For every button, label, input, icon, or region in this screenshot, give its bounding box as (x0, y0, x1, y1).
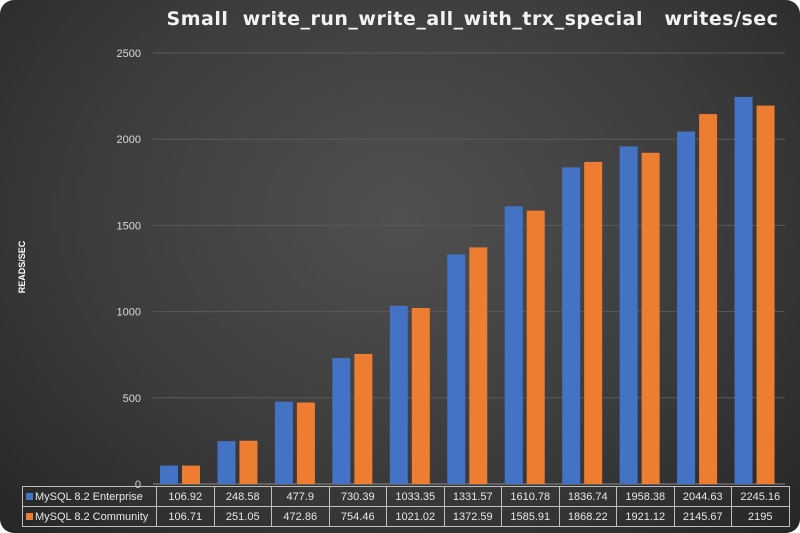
y-tick-label: 1000 (117, 307, 141, 319)
data-label: 1958.38 (616, 486, 675, 507)
bar-community (354, 353, 373, 484)
bar-community (469, 247, 488, 484)
data-label: 754.46 (328, 506, 387, 527)
data-label: 106.71 (156, 506, 215, 527)
bar-community (641, 152, 660, 485)
data-label: 1021.02 (386, 506, 445, 527)
data-label: 1331.57 (443, 486, 502, 507)
data-label: 2145.67 (673, 506, 732, 527)
table-row: MySQL 8.2 Community 106.71 251.05 472.86 754… (22, 506, 790, 527)
bar-enterprise (447, 254, 466, 484)
bar-community (182, 465, 200, 484)
data-label: 730.39 (328, 486, 387, 507)
y-tick-label: 2000 (117, 134, 141, 146)
bar-enterprise (504, 206, 523, 485)
bar-enterprise (217, 441, 236, 484)
data-table: MySQL 8.2 Enterprise 106.92 248.58 477.9 730… (22, 486, 790, 527)
bar-enterprise (160, 465, 178, 484)
bar-enterprise (619, 146, 638, 484)
bar-enterprise (562, 167, 581, 485)
legend-swatch (26, 492, 33, 500)
legend-cell: MySQL 8.2 Enterprise (22, 486, 157, 507)
data-label: 2195 (731, 506, 790, 527)
chart-title: Small write_run_write_all_with_trx_speci… (166, 8, 779, 30)
data-label: 472.86 (271, 506, 330, 527)
legend-label: MySQL 8.2 Enterprise (35, 490, 143, 503)
bar-enterprise (274, 401, 293, 484)
data-label: 1372.59 (443, 506, 502, 527)
bar-community (756, 105, 775, 484)
bar-enterprise (734, 96, 753, 484)
bar-community (239, 440, 258, 484)
data-label: 106.92 (156, 486, 215, 507)
data-label: 1033.35 (386, 486, 445, 507)
bar-community (526, 210, 545, 484)
data-label: 1585.91 (501, 506, 560, 527)
data-label: 1921.12 (616, 506, 675, 527)
legend-cell: MySQL 8.2 Community (22, 506, 157, 527)
data-label: 248.58 (213, 486, 272, 507)
data-label: 2044.63 (673, 486, 732, 507)
bar-enterprise (677, 131, 696, 484)
bar-community (699, 114, 718, 485)
data-label: 1836.74 (558, 486, 617, 507)
data-label: 1610.78 (501, 486, 560, 507)
y-tick-label: 500 (123, 393, 141, 405)
bar-enterprise (389, 305, 408, 484)
y-tick-label: 2500 (117, 48, 141, 60)
data-label: 251.05 (213, 506, 272, 527)
bar-community (584, 161, 603, 484)
y-tick-label: 0 (135, 479, 141, 491)
bar-community (296, 402, 315, 484)
data-label: 2245.16 (731, 486, 790, 507)
table-row: MySQL 8.2 Enterprise 106.92 248.58 477.9 730… (22, 486, 790, 507)
legend-swatch (26, 512, 33, 520)
data-label: 1868.22 (558, 506, 617, 527)
bar-enterprise (332, 358, 351, 484)
bar-community (411, 307, 430, 484)
data-label: 477.9 (271, 486, 330, 507)
y-tick-label: 1500 (117, 220, 141, 232)
legend-label: MySQL 8.2 Community (35, 510, 149, 523)
